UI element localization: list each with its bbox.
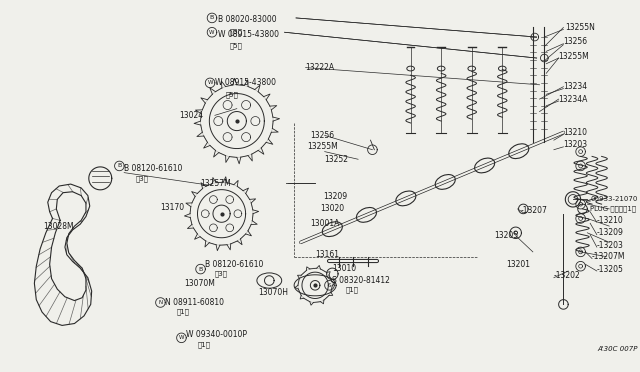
Text: 13256: 13256 [563, 37, 588, 46]
Text: （1）: （1） [198, 341, 211, 348]
Text: 〈3〉: 〈3〉 [229, 28, 242, 35]
Text: 13256: 13256 [310, 131, 335, 140]
Text: B 08120-61610: B 08120-61610 [124, 164, 182, 173]
Text: 13070M: 13070M [184, 279, 215, 288]
Text: -13203: -13203 [597, 241, 624, 250]
Text: 13234: 13234 [563, 82, 588, 91]
Text: -13210: -13210 [597, 216, 623, 225]
Text: W 09340-0010P: W 09340-0010P [186, 330, 247, 340]
Text: 13257M: 13257M [200, 179, 231, 187]
Text: 13210: 13210 [563, 128, 588, 137]
Text: （3）: （3） [136, 175, 148, 182]
Text: 13255N: 13255N [565, 23, 595, 32]
Text: B 08020-83000: B 08020-83000 [218, 15, 276, 24]
Text: 13234A: 13234A [559, 94, 588, 103]
Text: 13203: 13203 [563, 141, 588, 150]
Text: 13205: 13205 [495, 231, 519, 240]
Text: 13161: 13161 [315, 250, 339, 259]
Text: 13255M: 13255M [559, 52, 589, 61]
Text: 13222A: 13222A [305, 63, 335, 72]
Text: PLUG プラグ（1）: PLUG プラグ（1） [590, 206, 636, 212]
Text: W: W [209, 30, 215, 35]
Text: -13202: -13202 [554, 271, 580, 280]
Text: 13255M: 13255M [307, 142, 339, 151]
Text: -13209: -13209 [597, 228, 624, 237]
Text: 13070H: 13070H [258, 288, 288, 298]
Text: N 08911-60810: N 08911-60810 [165, 298, 224, 307]
Text: 13028M: 13028M [43, 222, 74, 231]
Text: 13209: 13209 [323, 192, 347, 201]
Text: -13205: -13205 [597, 264, 624, 273]
Text: 13170: 13170 [161, 202, 184, 212]
Text: W: W [179, 335, 184, 340]
Text: 13001A: 13001A [310, 219, 340, 228]
Text: -13207M: -13207M [592, 252, 625, 261]
Text: W: W [207, 80, 213, 85]
Text: 13024: 13024 [180, 111, 204, 120]
Text: B: B [117, 163, 122, 169]
Text: A'30C 007P: A'30C 007P [598, 346, 638, 352]
Text: -13207: -13207 [520, 206, 547, 215]
Text: 〈5〉: 〈5〉 [229, 42, 242, 49]
Text: B: B [210, 15, 214, 20]
Text: N: N [158, 300, 163, 305]
Text: 13201: 13201 [506, 260, 530, 269]
Text: （1）: （1） [346, 287, 358, 294]
Text: 13020: 13020 [320, 205, 344, 214]
Text: B: B [198, 267, 203, 272]
Text: S 08320-81412: S 08320-81412 [332, 276, 390, 285]
Text: （1）: （1） [177, 309, 189, 315]
Text: （3）: （3） [215, 270, 228, 277]
Text: 13252: 13252 [324, 155, 349, 164]
Text: W 08915-43800: W 08915-43800 [215, 78, 276, 87]
Text: S: S [328, 283, 332, 288]
Text: 13010: 13010 [332, 264, 356, 273]
Text: 00933-21070: 00933-21070 [590, 196, 637, 202]
Text: W 08915-43800: W 08915-43800 [218, 30, 279, 39]
Text: 〈5〉: 〈5〉 [225, 91, 238, 97]
Text: B 08120-61610: B 08120-61610 [205, 260, 264, 269]
